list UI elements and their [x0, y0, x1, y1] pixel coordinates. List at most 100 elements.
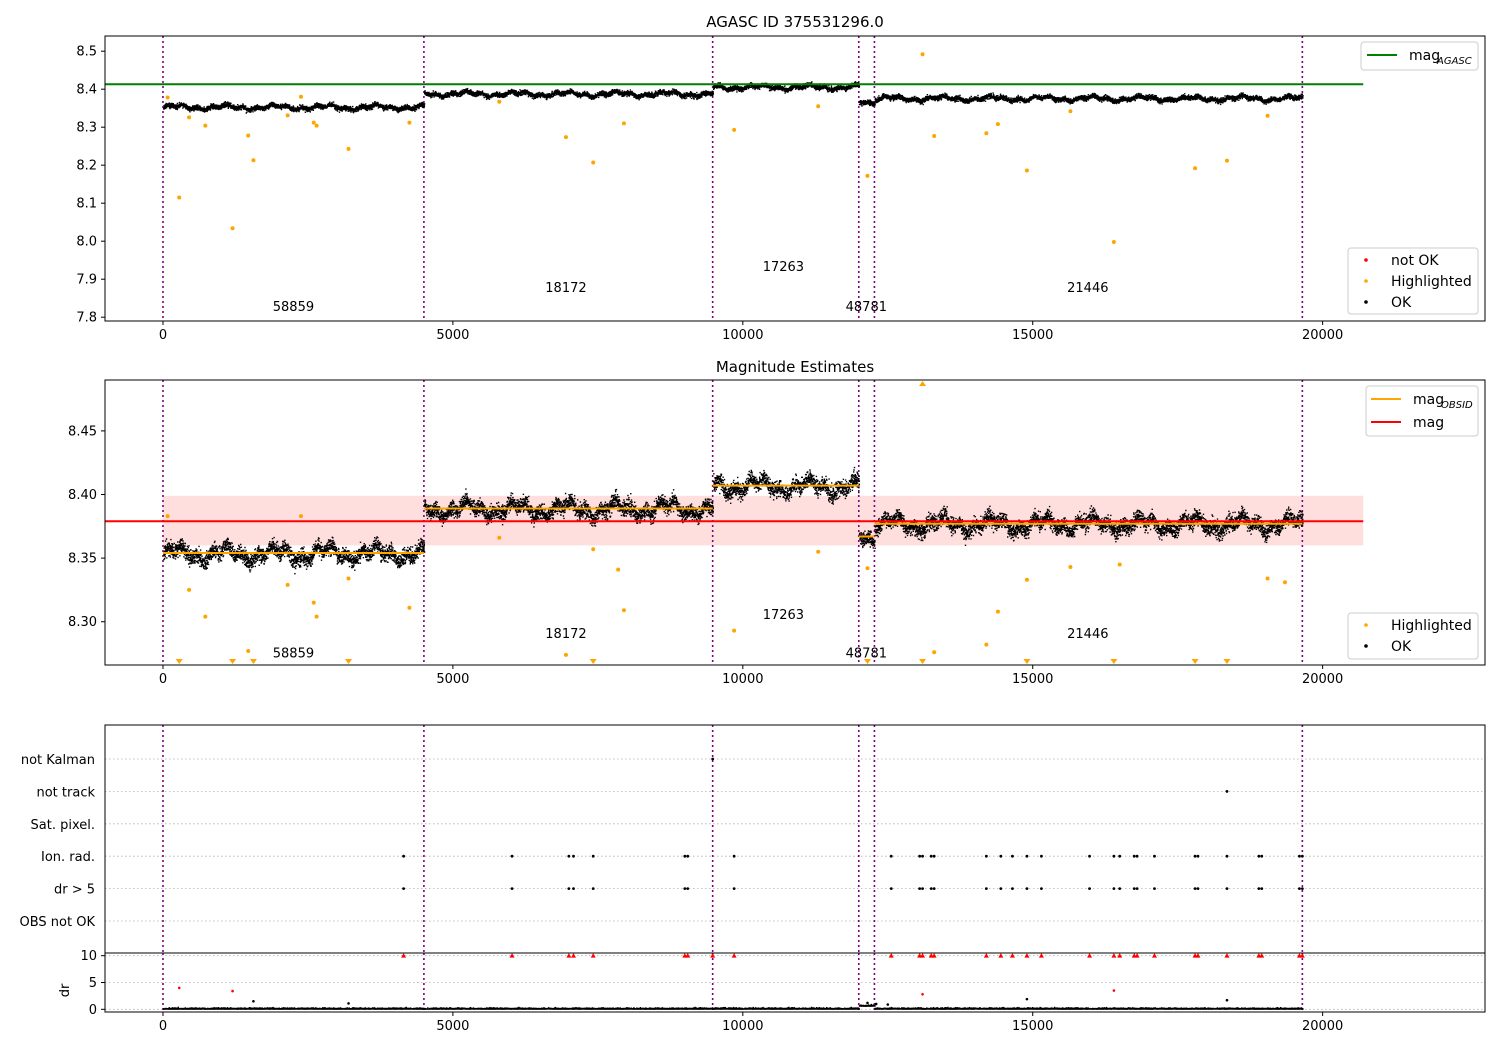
dr-clipped-marker	[1134, 953, 1140, 958]
legend-point-swatch	[1364, 644, 1368, 648]
offscale-low-marker	[229, 659, 237, 664]
flag-point	[1011, 854, 1014, 858]
plot-area: 58859 18172 17263 48781 21446	[105, 380, 1364, 665]
dr-axis-label: dr	[58, 983, 73, 997]
flag-point	[591, 887, 595, 890]
y-tick-label: 7.9	[76, 273, 97, 288]
magnitude-estimates-panel: 58859 18172 17263 48781 21446 0 5000 10000 15000…	[68, 358, 1486, 687]
dr-ok-points	[163, 1003, 1304, 1010]
dr-not-ok-point	[231, 989, 234, 993]
obsid-label: 21446	[1067, 281, 1108, 296]
flag-point	[1153, 887, 1156, 890]
plot-area: 58859 18172 17263 48781 21446	[105, 36, 1364, 321]
agasc-magnitude-panel: 58859 18172 17263 48781 21446 0 5000 10000 15000…	[76, 13, 1486, 343]
highlighted-point	[165, 95, 170, 100]
highlighted-point	[563, 652, 568, 657]
flag-point	[929, 854, 933, 858]
legend-point-swatch	[1364, 300, 1368, 304]
dr-clipped-marker	[1259, 953, 1265, 958]
flag-point	[1088, 854, 1091, 858]
highlighted-point	[1224, 158, 1229, 163]
flag-point	[984, 887, 988, 890]
offscale-low-marker	[1191, 659, 1199, 664]
dr-clipped-marker	[1038, 953, 1044, 958]
highlighted-point	[298, 514, 303, 519]
x-tick-label: 20000	[1302, 672, 1343, 687]
legend-point-label: Highlighted	[1391, 274, 1472, 290]
dr-point	[866, 1001, 869, 1005]
dr-clipped-marker	[566, 953, 572, 958]
highlighted-point	[621, 121, 626, 126]
flag-point	[1298, 854, 1301, 858]
legend-point-label: not OK	[1391, 253, 1439, 269]
flag-point	[1040, 887, 1043, 890]
flag-point	[683, 887, 687, 890]
x-tick-label: 15000	[1012, 1019, 1053, 1034]
highlighted-point	[1117, 562, 1122, 567]
legend-frame	[1360, 41, 1479, 71]
obsid-label: 48781	[846, 646, 887, 661]
flag-point	[567, 854, 571, 858]
flags-panel: not Kalman not track Sat. pixel. Ion. rad. d…	[20, 724, 1486, 954]
highlighted-point	[1024, 577, 1029, 582]
chart-title: AGASC ID 375531296.0	[706, 13, 884, 31]
x-tick-label: 20000	[1302, 328, 1343, 343]
offscale-low-marker	[1110, 659, 1118, 664]
flag-point	[999, 887, 1003, 890]
highlighted-point	[314, 614, 319, 619]
legend-line-label: mag	[1413, 415, 1444, 431]
flag-point	[572, 854, 575, 858]
flag-point	[1112, 887, 1116, 890]
y-tick-label: 8.40	[68, 488, 97, 503]
dr-clipped-marker	[1087, 953, 1093, 958]
highlighted-point	[203, 123, 208, 128]
highlighted-point	[314, 123, 319, 128]
flag-point	[999, 854, 1003, 858]
flag-point	[1225, 887, 1229, 890]
flag-point	[1118, 854, 1122, 858]
highlighted-point	[1024, 168, 1029, 173]
dr-clipped-marker	[731, 953, 737, 958]
dr-clipped-marker	[1224, 953, 1230, 958]
highlighted-point	[285, 113, 290, 118]
highlighted-point	[1068, 109, 1073, 114]
highlighted-point	[1111, 239, 1116, 244]
offscale-low-marker	[863, 659, 871, 664]
highlighted-point	[187, 587, 192, 592]
flag-point	[1132, 887, 1136, 890]
y-tick-label: 8.1	[76, 197, 97, 212]
flag-point	[1088, 887, 1091, 890]
x-tick-label: 15000	[1012, 328, 1053, 343]
flag-point	[686, 887, 690, 890]
obsid-label: 18172	[545, 281, 586, 296]
x-tick-label: 5000	[436, 1019, 469, 1034]
dr-clipped-marker	[509, 953, 515, 958]
dr-clipped-marker	[998, 953, 1004, 958]
dr-clipped-marker	[685, 953, 691, 958]
flag-label: dr > 5	[54, 883, 95, 898]
highlighted-point	[187, 115, 192, 120]
legend-point-label: Highlighted	[1391, 618, 1472, 634]
highlighted-point	[732, 628, 737, 633]
dr-clipped-marker	[401, 953, 407, 958]
highlighted-point	[407, 605, 412, 610]
legend-point-swatch	[1364, 279, 1368, 283]
dr-panel: 0 5 10 dr 0 5000 10000 15000 20000	[58, 949, 1486, 1034]
dr-point	[874, 1002, 878, 1006]
dr-clipped-marker	[931, 953, 937, 958]
dr-clipped-marker	[1111, 953, 1117, 958]
dr-clipped-marker	[590, 953, 596, 958]
dr-clipped-marker	[571, 953, 577, 958]
axes-frame	[104, 379, 1486, 666]
highlighted-point	[311, 600, 316, 605]
dr-point	[347, 1002, 350, 1005]
flag-point	[1300, 887, 1304, 890]
y-tick-label: 8.30	[68, 615, 97, 630]
highlighted-point	[497, 99, 502, 104]
flag-point	[1196, 887, 1200, 890]
ok-points	[163, 81, 1304, 114]
flag-point	[918, 854, 922, 858]
flag-point	[932, 854, 936, 858]
obsid-label: 17263	[763, 260, 804, 275]
flag-point	[1260, 887, 1264, 890]
